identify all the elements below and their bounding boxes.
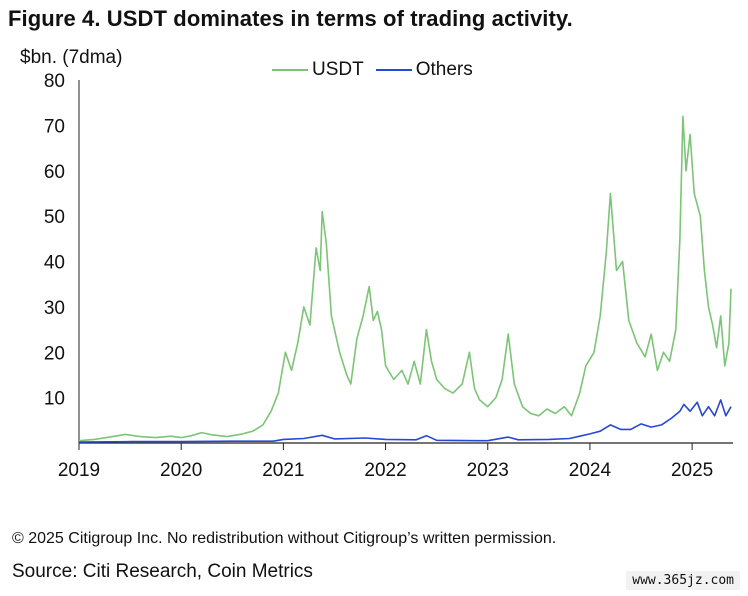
- x-tick-label: 2022: [364, 460, 406, 481]
- y-tick-label: 40: [44, 253, 65, 274]
- line-chart: 10 20 30 40 50 60 70 80 2019 2020 2021 2022 2023 202…: [44, 71, 733, 481]
- y-axis: 10 20 30 40 50 60 70 80: [44, 71, 80, 443]
- legend-label-others: Others: [415, 59, 473, 80]
- x-tick-label: 2019: [58, 460, 100, 481]
- series-line-usdt: [78, 115, 732, 442]
- y-tick-label: 20: [44, 343, 65, 364]
- series-lines: [78, 115, 732, 443]
- x-tick-label: 2025: [671, 460, 713, 481]
- x-tick-label: 2020: [160, 460, 202, 481]
- y-tick-label: 80: [44, 71, 65, 92]
- x-tick-label: 2023: [467, 460, 509, 481]
- chart-legend: USDT Others: [272, 59, 473, 81]
- y-tick-label: 70: [44, 116, 65, 137]
- y-tick-label: 50: [44, 207, 65, 228]
- x-axis: 2019 2020 2021 2022 2023 2024 2025: [58, 442, 733, 481]
- legend-swatch-usdt: [272, 69, 308, 71]
- y-tick-label: 30: [44, 298, 65, 319]
- y-tick-label: 10: [44, 389, 65, 410]
- legend-label-usdt: USDT: [312, 59, 364, 80]
- series-line-others: [78, 399, 732, 443]
- x-tick-label: 2024: [569, 460, 612, 481]
- watermark: www.365jz.com: [626, 571, 740, 590]
- x-tick-label: 2021: [262, 460, 304, 481]
- y-tick-label: 60: [44, 162, 65, 183]
- legend-swatch-others: [375, 69, 412, 71]
- y-axis-unit-label: $bn. (7dma): [20, 47, 123, 68]
- copyright-note: © 2025 Citigroup Inc. No redistribution …: [12, 530, 557, 547]
- chart-title: Figure 4. USDT dominates in terms of tra…: [8, 6, 573, 31]
- source-note: Source: Citi Research, Coin Metrics: [12, 561, 313, 582]
